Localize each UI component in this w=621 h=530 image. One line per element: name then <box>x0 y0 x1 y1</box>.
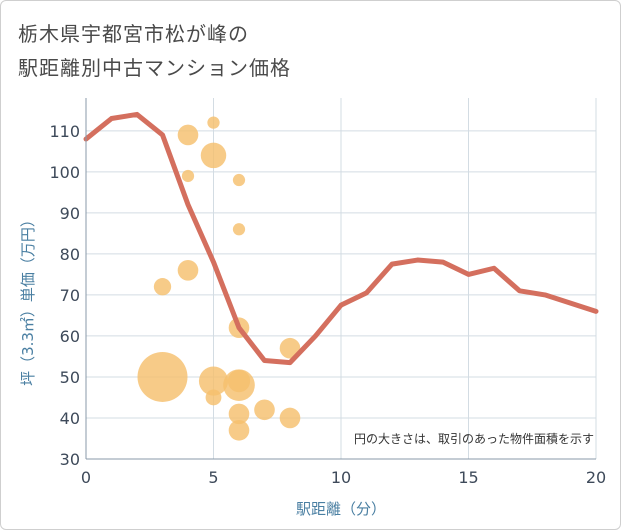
bubble-point <box>181 169 195 183</box>
y-axis-label: 坪（3.3㎡）単価（万円） <box>19 212 37 386</box>
average-price-line <box>83 111 599 366</box>
bubble-point <box>200 142 227 169</box>
x-tick-label: 10 <box>331 468 351 487</box>
bubble-layer <box>137 116 301 441</box>
y-tick-label: 30 <box>60 450 80 469</box>
x-tick-label: 20 <box>586 468 606 487</box>
bubble-point <box>223 369 255 401</box>
y-tick-label: 40 <box>60 409 80 428</box>
chart-title-line2: 駅距離別中古マンション価格 <box>18 56 291 80</box>
bubble-point <box>279 407 301 429</box>
x-tick-label: 0 <box>81 468 91 487</box>
bubble-point <box>228 403 250 425</box>
y-tick-label: 100 <box>49 163 80 182</box>
x-tick-label: 15 <box>458 468 478 487</box>
y-tick-label: 90 <box>60 204 80 223</box>
grid <box>86 98 597 459</box>
y-tick-label: 110 <box>49 122 80 141</box>
x-axis-label: 駅距離（分） <box>296 500 386 518</box>
bubble-point <box>198 366 229 396</box>
y-tick-label: 70 <box>60 286 80 305</box>
bubble-point <box>232 223 246 236</box>
line-layer <box>83 111 599 366</box>
bubble-point <box>153 278 172 296</box>
bubble-point <box>254 399 275 421</box>
bubble-point <box>279 337 301 359</box>
y-tick-label: 60 <box>60 327 80 346</box>
tick-labels: 30 40 50 60 70 80 90 100 110 0 5 10 15 20 <box>49 122 606 487</box>
axes <box>85 98 596 460</box>
bubble-point <box>232 173 246 187</box>
bubble-point <box>177 124 199 146</box>
chart-title-line1: 栃木県宇都宮市松が峰の <box>18 22 249 46</box>
bubble-point <box>137 351 188 402</box>
size-note: 円の大きさは、取引のあった物件面積を示す <box>354 431 594 446</box>
bubble-point <box>207 116 220 129</box>
bubble-point <box>205 389 222 406</box>
bubble-point <box>228 419 250 441</box>
x-tick-label: 5 <box>208 468 218 487</box>
bubble-point <box>177 259 199 281</box>
y-tick-label: 50 <box>60 368 80 387</box>
y-tick-label: 80 <box>60 245 80 264</box>
